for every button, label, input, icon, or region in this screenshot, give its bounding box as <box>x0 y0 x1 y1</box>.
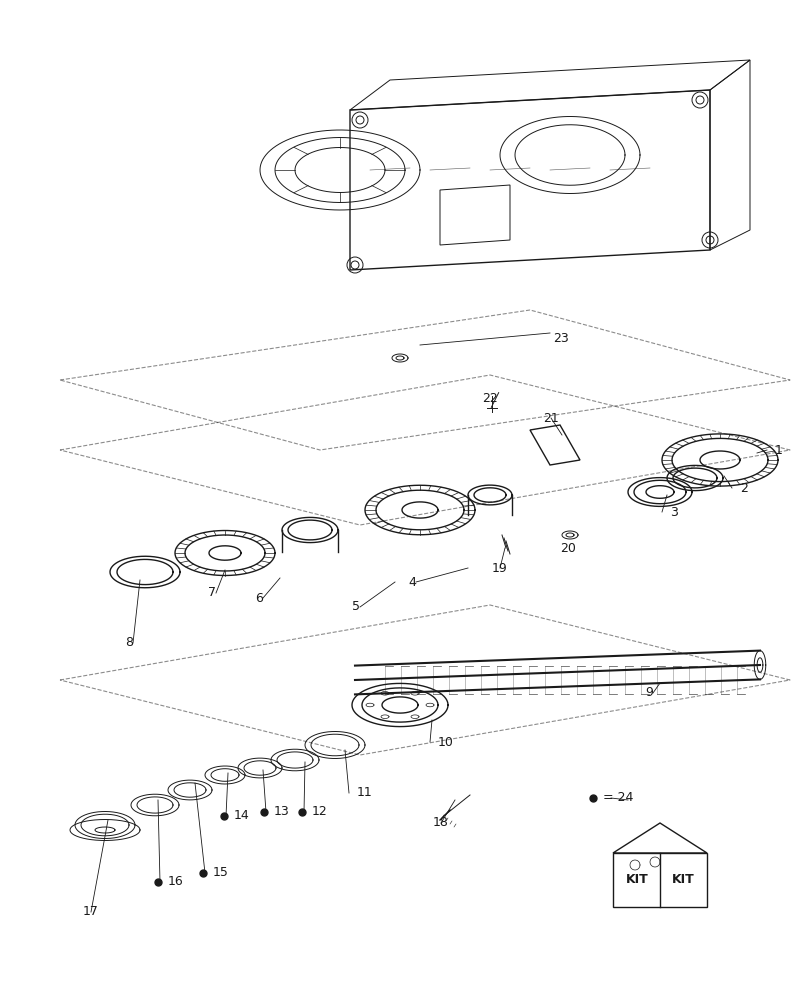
Text: 5: 5 <box>351 600 359 613</box>
Text: 2: 2 <box>739 482 747 494</box>
Text: 7: 7 <box>208 586 216 599</box>
Text: = 24: = 24 <box>603 791 633 804</box>
Text: KIT: KIT <box>671 874 693 886</box>
Text: 19: 19 <box>491 562 507 574</box>
Text: 8: 8 <box>125 637 133 650</box>
Text: 22: 22 <box>482 391 497 404</box>
Text: 10: 10 <box>437 736 453 748</box>
Text: 6: 6 <box>255 591 263 604</box>
Text: 20: 20 <box>560 542 575 554</box>
Text: 12: 12 <box>311 805 328 818</box>
Text: 16: 16 <box>168 876 183 888</box>
Text: 18: 18 <box>432 816 448 829</box>
Text: 11: 11 <box>357 786 372 799</box>
Text: 13: 13 <box>273 805 290 818</box>
Text: 3: 3 <box>669 506 677 518</box>
Text: 21: 21 <box>543 412 558 424</box>
Text: 14: 14 <box>234 809 250 822</box>
Text: 1: 1 <box>774 444 782 456</box>
Text: 4: 4 <box>407 576 415 588</box>
Text: 17: 17 <box>83 905 99 918</box>
Text: 23: 23 <box>552 332 568 344</box>
Text: 15: 15 <box>212 866 229 879</box>
Text: KIT: KIT <box>624 874 647 886</box>
Text: 9: 9 <box>644 686 652 700</box>
